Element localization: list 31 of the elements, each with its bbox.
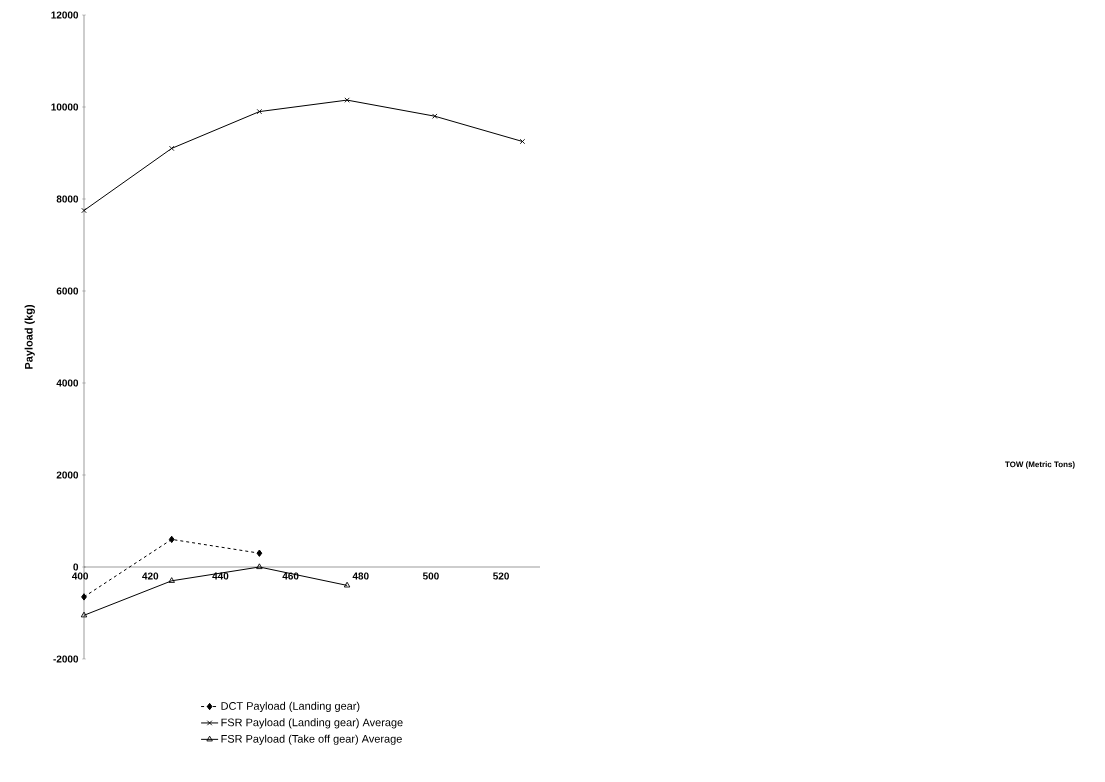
legend-label: DCT Payload (Landing gear) (221, 701, 360, 713)
y-tick-label: 12000 (51, 11, 79, 19)
y-tick-label: 2000 (56, 471, 79, 479)
point (80, 611, 88, 618)
x-tick-label: 520 (493, 572, 509, 580)
point (344, 97, 350, 103)
point (432, 113, 438, 119)
point (81, 593, 87, 601)
point (168, 535, 175, 544)
point (168, 577, 175, 583)
x-tick-label: 440 (212, 572, 229, 580)
y-tick-label: 6000 (56, 287, 79, 295)
y-tick-label: 4000 (56, 379, 79, 387)
legend-label: FSR Payload (Take off gear) Average (221, 734, 402, 745)
x-tick-label: 460 (282, 572, 299, 580)
point (256, 549, 263, 557)
point (256, 563, 263, 570)
y-tick-label: 8000 (56, 195, 79, 203)
x-tick-label: 400 (71, 572, 89, 580)
y-tick-label: -2000 (53, 655, 79, 663)
y-tick-label: 10000 (51, 103, 79, 111)
point (256, 108, 263, 115)
point (81, 207, 87, 214)
point (168, 145, 175, 152)
x-tick-label: 480 (352, 572, 369, 580)
legend-label: FSR Payload (Landing gear) Average (221, 718, 403, 729)
y-axis-title: Payload (kg) (24, 304, 35, 369)
y-tick-label: 0 (73, 563, 79, 571)
point (343, 581, 351, 588)
x-tick-label: 500 (422, 572, 439, 580)
x-tick-label: 420 (142, 572, 159, 580)
